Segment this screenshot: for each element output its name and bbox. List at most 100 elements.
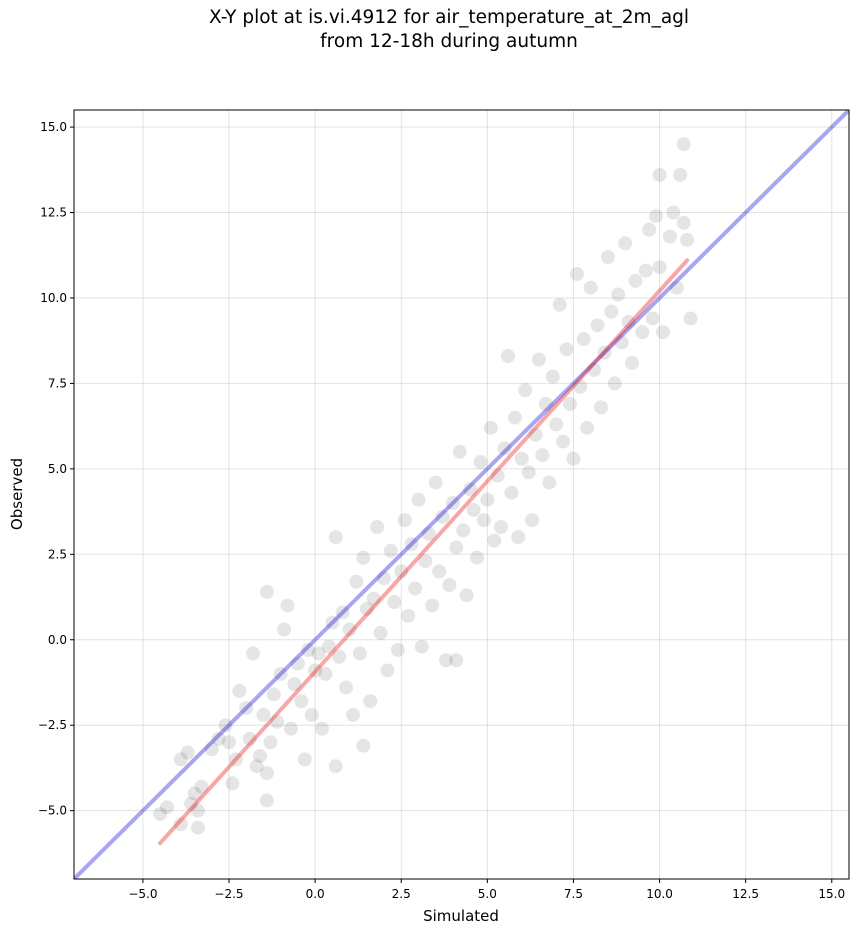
data-point bbox=[246, 646, 261, 661]
data-point bbox=[266, 687, 281, 702]
data-points bbox=[153, 137, 698, 835]
data-point bbox=[297, 752, 312, 767]
data-point bbox=[311, 646, 326, 661]
data-point bbox=[604, 304, 619, 319]
data-point bbox=[363, 694, 378, 709]
data-point bbox=[669, 280, 684, 295]
data-point bbox=[332, 649, 347, 664]
data-point bbox=[304, 707, 319, 722]
data-point bbox=[652, 260, 667, 275]
data-point bbox=[483, 420, 498, 435]
data-point bbox=[466, 502, 481, 517]
data-point bbox=[242, 731, 257, 746]
data-point bbox=[507, 410, 522, 425]
x-tick-label: 12.5 bbox=[732, 887, 759, 901]
data-point bbox=[359, 601, 374, 616]
data-point bbox=[614, 335, 629, 350]
data-point bbox=[328, 530, 343, 545]
plot-frame bbox=[73, 109, 850, 880]
x-tick-label: −2.5 bbox=[214, 887, 243, 901]
x-tick-label: 15.0 bbox=[818, 887, 845, 901]
y-tick-label: 15.0 bbox=[40, 120, 67, 134]
y-tick-label: −5.0 bbox=[38, 804, 67, 818]
y-tick-label: 0.0 bbox=[48, 633, 67, 647]
data-point bbox=[666, 205, 681, 220]
data-point bbox=[535, 448, 550, 463]
data-point bbox=[625, 355, 639, 370]
data-point bbox=[504, 485, 519, 500]
data-point bbox=[628, 273, 643, 288]
data-point bbox=[662, 229, 677, 244]
data-point bbox=[273, 666, 288, 681]
y-tick-label: 7.5 bbox=[48, 376, 67, 390]
data-point bbox=[225, 776, 240, 791]
x-tick-label: 10.0 bbox=[646, 887, 673, 901]
data-point bbox=[501, 349, 515, 364]
data-point bbox=[414, 639, 429, 654]
data-point bbox=[618, 236, 633, 251]
data-point bbox=[470, 550, 484, 565]
data-point bbox=[418, 554, 433, 569]
x-axis-ticks: −5.0 −2.5 0.0 2.5 5.0 7.5 10.0 12.5 15.0 bbox=[128, 879, 845, 901]
data-point bbox=[435, 509, 450, 524]
data-point bbox=[456, 523, 471, 538]
data-point bbox=[559, 342, 574, 357]
data-point bbox=[194, 779, 209, 794]
chart-title: X-Y plot at is.vi.4912 for air_temperatu… bbox=[208, 7, 690, 28]
data-point bbox=[321, 639, 336, 654]
data-point bbox=[676, 137, 691, 152]
data-point bbox=[463, 482, 478, 497]
data-point bbox=[335, 605, 350, 620]
data-point bbox=[449, 540, 464, 555]
data-point bbox=[487, 533, 502, 548]
data-point bbox=[514, 451, 529, 466]
data-point bbox=[263, 735, 278, 750]
data-point bbox=[259, 793, 274, 808]
one-to-one-line bbox=[74, 110, 849, 879]
data-point bbox=[621, 314, 636, 329]
data-point bbox=[411, 492, 426, 507]
data-point bbox=[556, 434, 571, 449]
data-point bbox=[380, 663, 395, 678]
data-point bbox=[370, 519, 385, 534]
data-point bbox=[232, 684, 247, 699]
data-point bbox=[390, 643, 405, 658]
data-point bbox=[356, 738, 371, 753]
data-point bbox=[525, 513, 540, 528]
regression-line bbox=[158, 258, 690, 846]
data-point bbox=[342, 622, 357, 637]
y-tick-label: 10.0 bbox=[40, 291, 67, 305]
data-point bbox=[607, 376, 622, 391]
data-point bbox=[328, 759, 343, 774]
data-point bbox=[160, 800, 174, 815]
data-point bbox=[497, 441, 512, 456]
data-point bbox=[549, 417, 564, 432]
x-tick-label: −5.0 bbox=[128, 887, 157, 901]
grid-lines bbox=[74, 110, 849, 879]
y-tick-label: 5.0 bbox=[48, 462, 67, 476]
data-point bbox=[645, 311, 660, 326]
data-point bbox=[318, 666, 333, 681]
data-point bbox=[153, 807, 168, 822]
y-tick-label: −2.5 bbox=[38, 718, 67, 732]
data-point bbox=[180, 745, 195, 760]
data-point bbox=[308, 663, 323, 678]
data-point bbox=[576, 331, 591, 346]
data-point bbox=[211, 731, 226, 746]
data-point bbox=[346, 707, 360, 722]
data-point bbox=[600, 249, 615, 264]
data-point bbox=[218, 718, 233, 733]
x-tick-label: 5.0 bbox=[478, 887, 497, 901]
data-point bbox=[573, 379, 588, 394]
data-point bbox=[580, 420, 595, 435]
data-point bbox=[377, 571, 391, 586]
data-point bbox=[432, 564, 447, 579]
data-point bbox=[611, 287, 626, 302]
data-point bbox=[528, 427, 543, 442]
data-point bbox=[676, 215, 691, 230]
x-tick-label: 2.5 bbox=[392, 887, 411, 901]
data-point bbox=[566, 451, 581, 466]
data-point bbox=[301, 643, 316, 658]
data-point bbox=[680, 232, 695, 247]
data-point bbox=[280, 598, 295, 613]
